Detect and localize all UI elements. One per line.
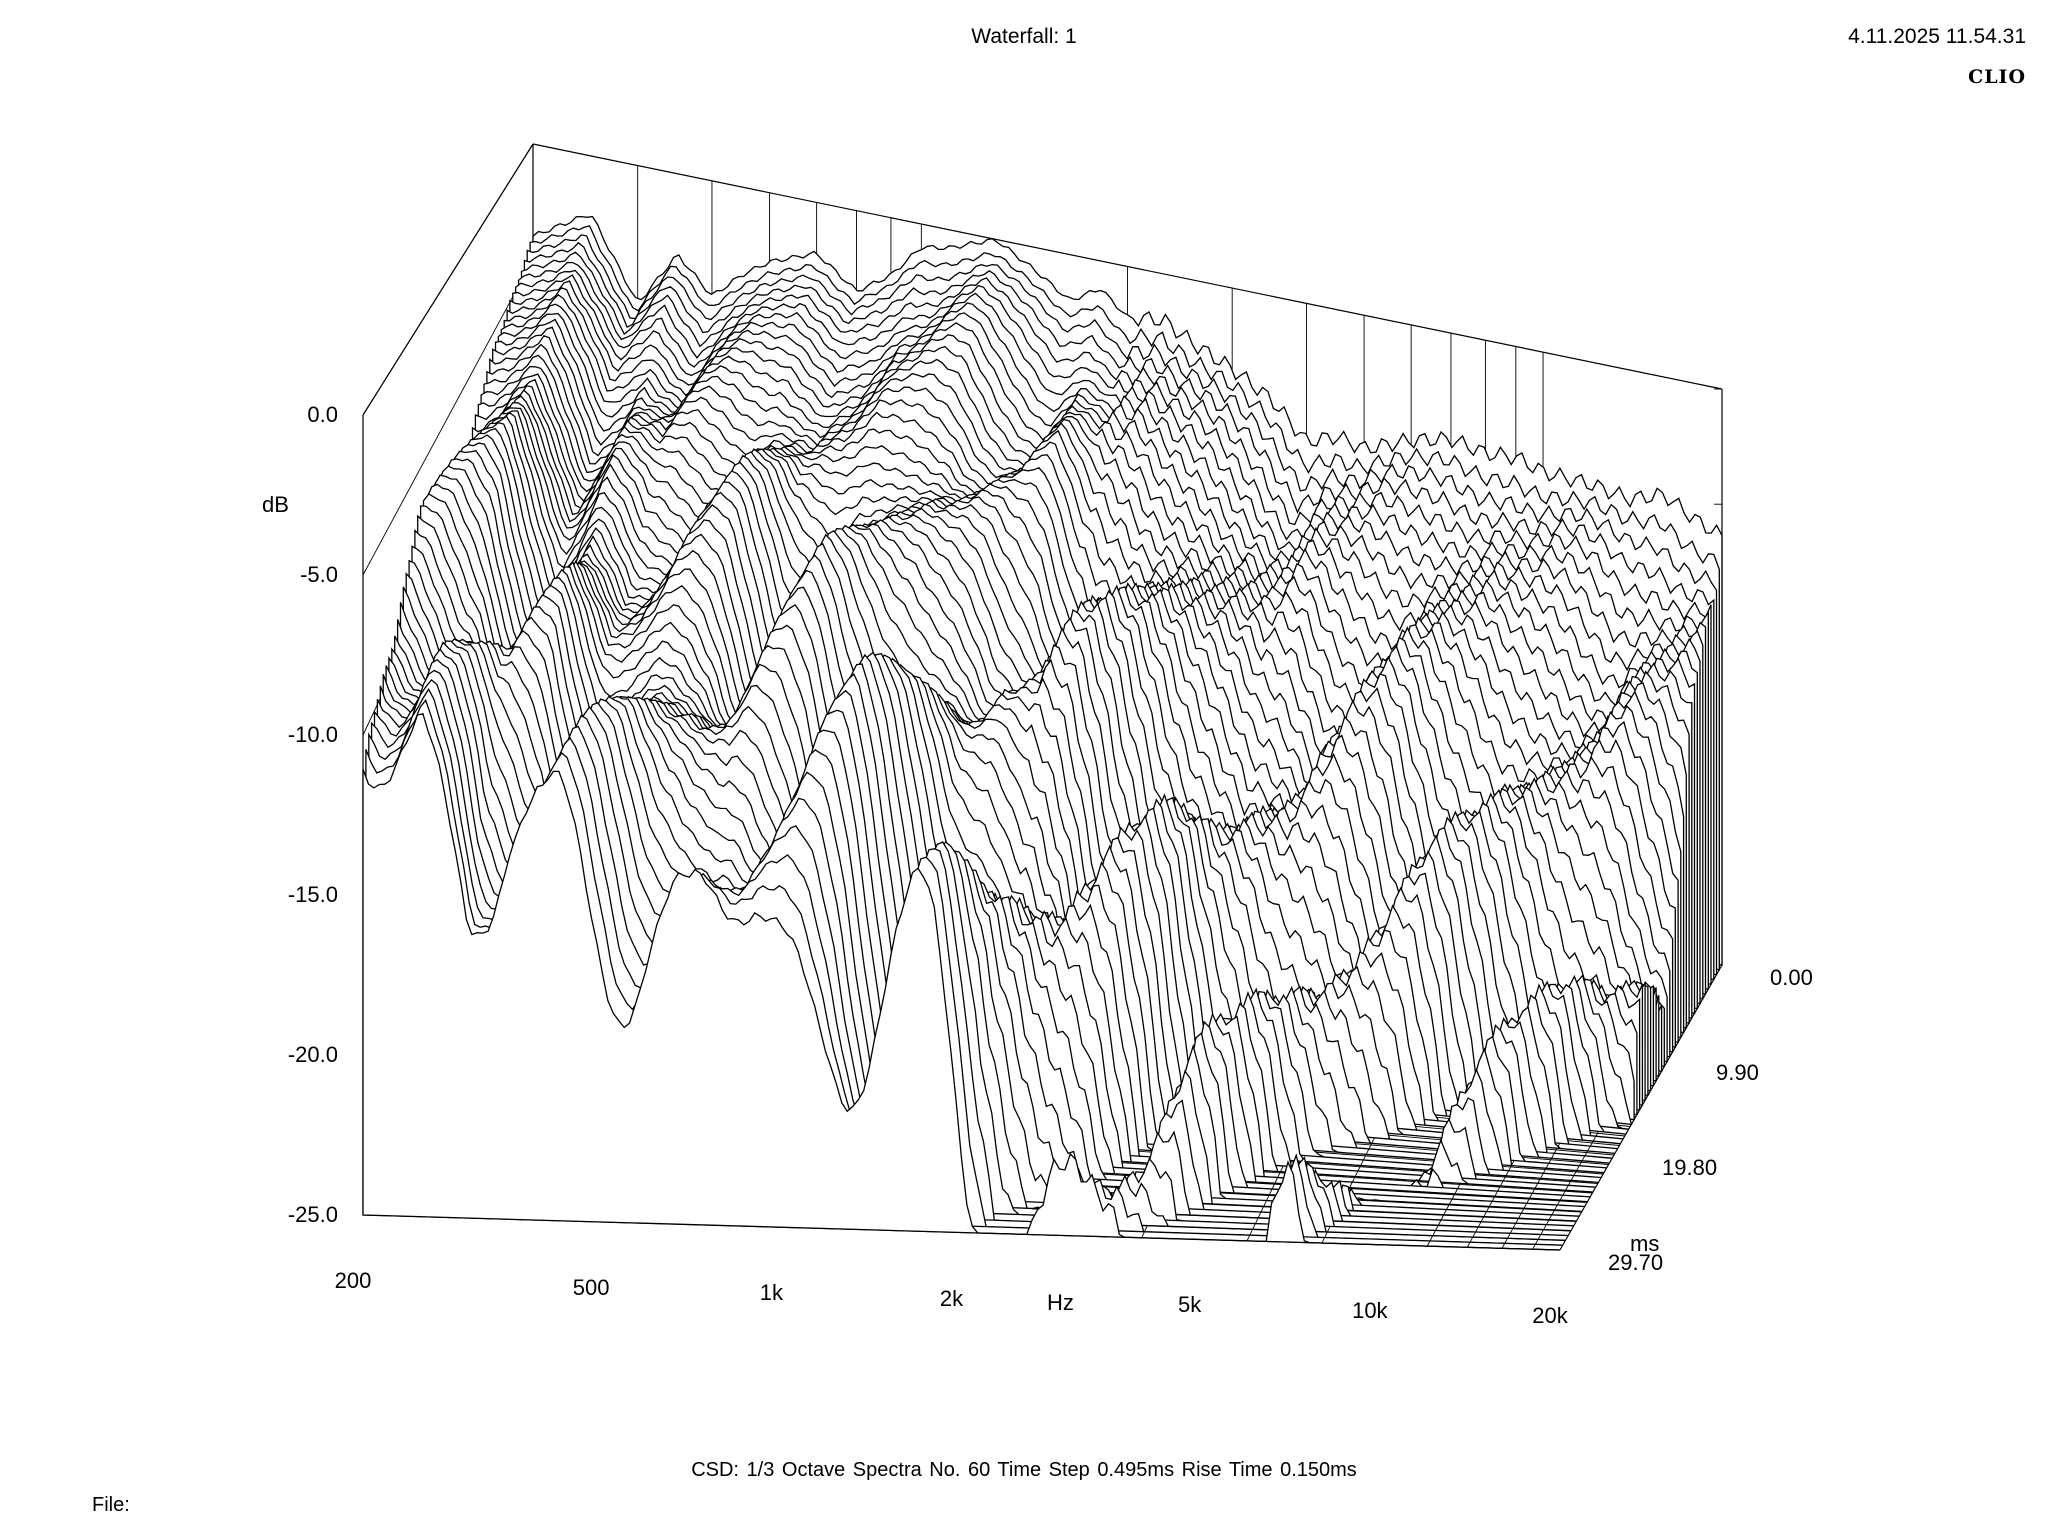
frequency-axis-unit: Hz (1047, 1290, 1074, 1315)
spectrum-60 (362, 713, 1561, 1251)
frequency-tick-label: 2k (939, 1285, 964, 1311)
frequency-tick-label: 500 (572, 1274, 610, 1300)
db-tick-label: 0.0 (307, 402, 338, 427)
time-axis-unit: ms (1630, 1231, 1660, 1256)
db-axis-unit: dB (262, 492, 289, 517)
db-tick-label: -25.0 (287, 1202, 338, 1227)
db-tick-label: -15.0 (287, 882, 338, 907)
spectra-group (362, 215, 1723, 1251)
floor-time-line (1054, 1157, 1593, 1194)
brand-logo-text: CLIO (1968, 66, 2026, 88)
frequency-tick-label: 1k (759, 1280, 783, 1306)
chart-title: Waterfall: 1 (971, 25, 1077, 48)
floor-time-line (1059, 1145, 1598, 1184)
frequency-tick-label: 5k (1178, 1292, 1202, 1318)
frequency-tick-label: 200 (334, 1268, 372, 1293)
frequency-tick-label: 10k (1352, 1297, 1388, 1323)
time-tick-label: 9.90 (1716, 1060, 1759, 1085)
left-wall-db-line (362, 258, 534, 576)
csd-settings-caption: CSD: 1/3 Octave Spectra No. 60 Time Step… (691, 1459, 1357, 1481)
left-wall-db-line (362, 143, 534, 416)
time-tick-label: 29.70 (1608, 1250, 1664, 1275)
frequency-tick-label: 20k (1532, 1303, 1568, 1328)
time-tick-label: 0.00 (1770, 965, 1813, 990)
file-label: File: (92, 1494, 130, 1516)
db-tick-label: -5.0 (300, 562, 338, 587)
db-tick-label: -10.0 (287, 722, 338, 747)
db-tick-label: -20.0 (287, 1042, 338, 1067)
time-tick-label: 19.80 (1662, 1155, 1718, 1180)
measurement-datetime: 4.11.2025 11.54.31 (1848, 25, 2026, 48)
